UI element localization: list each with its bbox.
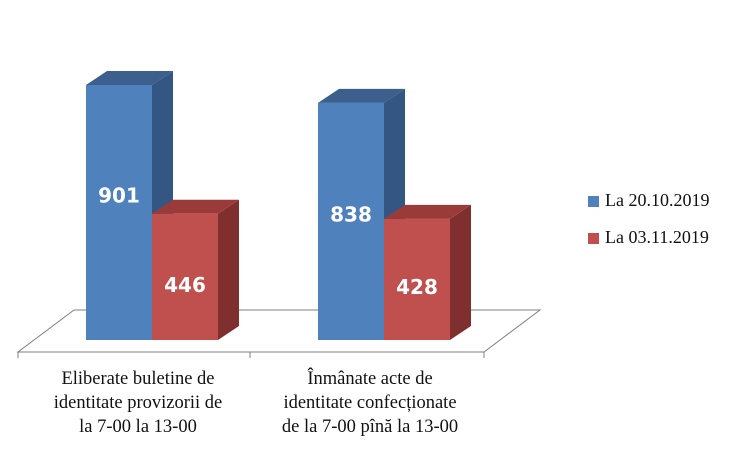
legend-label: La 20.10.2019	[605, 190, 709, 210]
bar-front	[86, 85, 152, 340]
legend-label: La 03.11.2019	[605, 227, 709, 247]
category-label: de la 7-00 pînă la 13-00	[282, 417, 458, 437]
category-label: identitate provizorii de	[54, 393, 223, 413]
data-label: 838	[330, 202, 372, 226]
bar-series1-cat1	[86, 71, 173, 340]
bar-side	[218, 199, 239, 340]
data-label: 446	[164, 273, 206, 297]
bar-front	[152, 213, 218, 340]
category-label: identitate confecționate	[283, 393, 456, 413]
category-label: Eliberate buletine de	[61, 369, 214, 389]
bar-top	[384, 204, 471, 219]
bar-front	[384, 218, 450, 340]
bar-series2-cat2	[384, 204, 471, 340]
data-label: 428	[396, 275, 438, 299]
bar-top	[86, 71, 173, 85]
bar-side	[450, 204, 471, 340]
bar-front	[318, 102, 384, 340]
legend-swatch	[588, 233, 599, 244]
bar-series2-cat1	[152, 199, 239, 340]
legend-swatch	[588, 196, 599, 207]
data-label: 901	[98, 183, 140, 207]
bar-top	[152, 199, 239, 214]
bar-top	[318, 88, 405, 103]
category-label: la 7-00 la 13-00	[79, 417, 197, 437]
category-label: Înmânate acte de	[307, 367, 432, 389]
